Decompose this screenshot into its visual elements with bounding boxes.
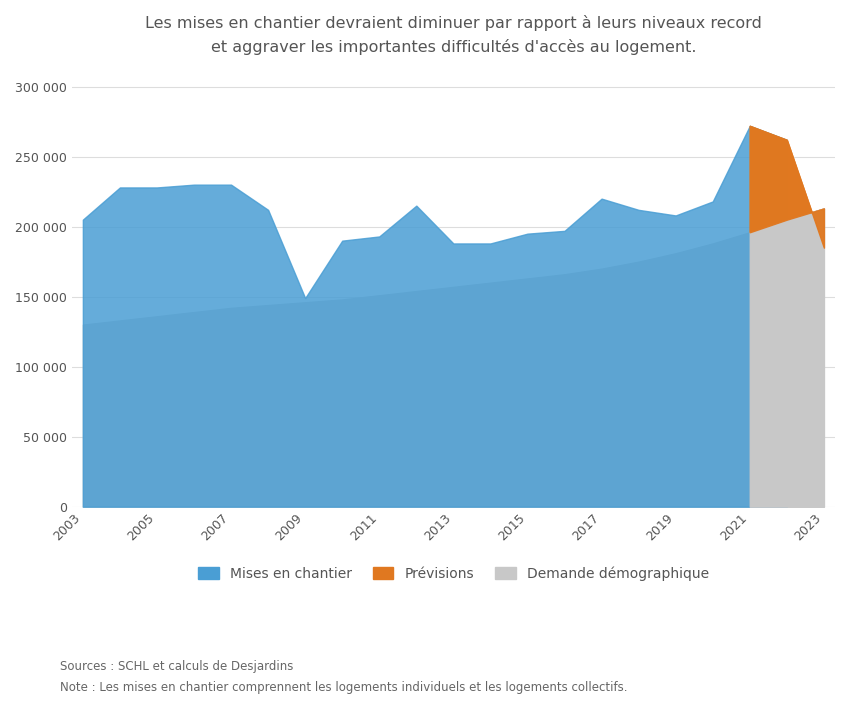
Text: Sources : SCHL et calculs de Desjardins: Sources : SCHL et calculs de Desjardins — [60, 660, 293, 673]
Title: Les mises en chantier devraient diminuer par rapport à leurs niveaux record
et a: Les mises en chantier devraient diminuer… — [145, 15, 762, 55]
Legend: Mises en chantier, Prévisions, Demande démographique: Mises en chantier, Prévisions, Demande d… — [192, 561, 715, 586]
Text: Note : Les mises en chantier comprennent les logements individuels et les logeme: Note : Les mises en chantier comprennent… — [60, 681, 627, 694]
